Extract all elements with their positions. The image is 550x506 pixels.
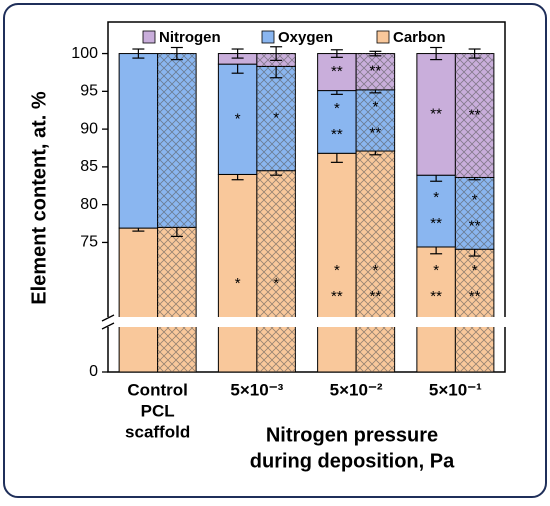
x-tick-label: Control: [127, 380, 187, 399]
legend-swatch: [142, 30, 156, 44]
significance-mark: *: [334, 100, 340, 117]
bar-hatch: [455, 177, 494, 250]
bar-segment: [118, 227, 159, 373]
y-tick-label: 75: [80, 234, 98, 251]
x-tick-label: 5×10⁻²: [330, 380, 383, 399]
legend-swatch: [261, 30, 275, 44]
axis-break-slash: [101, 322, 115, 330]
significance-mark: **: [469, 217, 481, 234]
bar-segment: [217, 63, 258, 175]
bar-hatch: [256, 66, 296, 171]
x-tick-label: PCL: [141, 401, 175, 420]
bar-segment: [217, 173, 258, 373]
y-tick-label: 95: [80, 83, 98, 100]
x-axis-label: during deposition, Pa: [250, 450, 455, 472]
y-tick-label: 85: [80, 158, 98, 175]
plot-frame: [107, 21, 506, 373]
x-axis-label: Nitrogen pressure: [266, 424, 438, 446]
bar-hatch: [157, 53, 197, 228]
legend-label: Nitrogen: [159, 29, 221, 46]
significance-mark: **: [469, 288, 481, 305]
bar-segment: [118, 53, 159, 229]
y-axis-label: Element content, at. %: [28, 91, 50, 305]
bar-segment: [317, 90, 357, 154]
significance-mark: **: [430, 288, 442, 305]
bar-hatch: [157, 227, 197, 372]
significance-mark: *: [235, 110, 241, 127]
bar-hatch: [356, 53, 395, 90]
significance-mark: *: [273, 110, 279, 127]
significance-mark: **: [370, 63, 382, 80]
bar-segment: [416, 246, 456, 373]
y-tick-label: 100: [71, 45, 98, 62]
significance-mark: **: [430, 105, 442, 122]
axis-break-slash: [101, 314, 115, 322]
bar-hatch: [455, 249, 494, 372]
axis-break: [98, 317, 515, 327]
legend-label: Carbon: [393, 29, 446, 46]
bar-segment: [416, 174, 456, 248]
bar-hatch: [356, 151, 395, 372]
significance-mark: *: [372, 98, 378, 115]
significance-mark: *: [472, 191, 478, 208]
y-tick-label: 80: [80, 196, 98, 213]
significance-mark: **: [430, 215, 442, 232]
significance-mark: **: [370, 124, 382, 141]
y-tick-label: 90: [80, 120, 98, 137]
bar-hatch: [455, 53, 494, 178]
x-tick-label: scaffold: [125, 422, 190, 441]
significance-mark: **: [469, 106, 481, 123]
bar-hatch: [256, 170, 296, 372]
significance-mark: *: [472, 262, 478, 279]
significance-mark: *: [273, 275, 279, 292]
significance-mark: **: [370, 288, 382, 305]
significance-mark: **: [331, 288, 343, 305]
x-tick-label: 5×10⁻¹: [429, 380, 482, 399]
significance-mark: **: [331, 63, 343, 80]
significance-mark: *: [433, 189, 439, 206]
legend-swatch: [376, 30, 390, 44]
significance-mark: **: [331, 126, 343, 143]
y-tick-label: 0: [89, 363, 98, 380]
bar-hatch: [356, 89, 395, 152]
significance-mark: *: [235, 275, 241, 292]
significance-mark: *: [334, 262, 340, 279]
x-tick-label: 5×10⁻³: [230, 380, 283, 399]
bar-segment: [317, 152, 357, 373]
significance-mark: *: [433, 262, 439, 279]
legend-label: Oxygen: [278, 29, 333, 46]
significance-mark: *: [372, 262, 378, 279]
